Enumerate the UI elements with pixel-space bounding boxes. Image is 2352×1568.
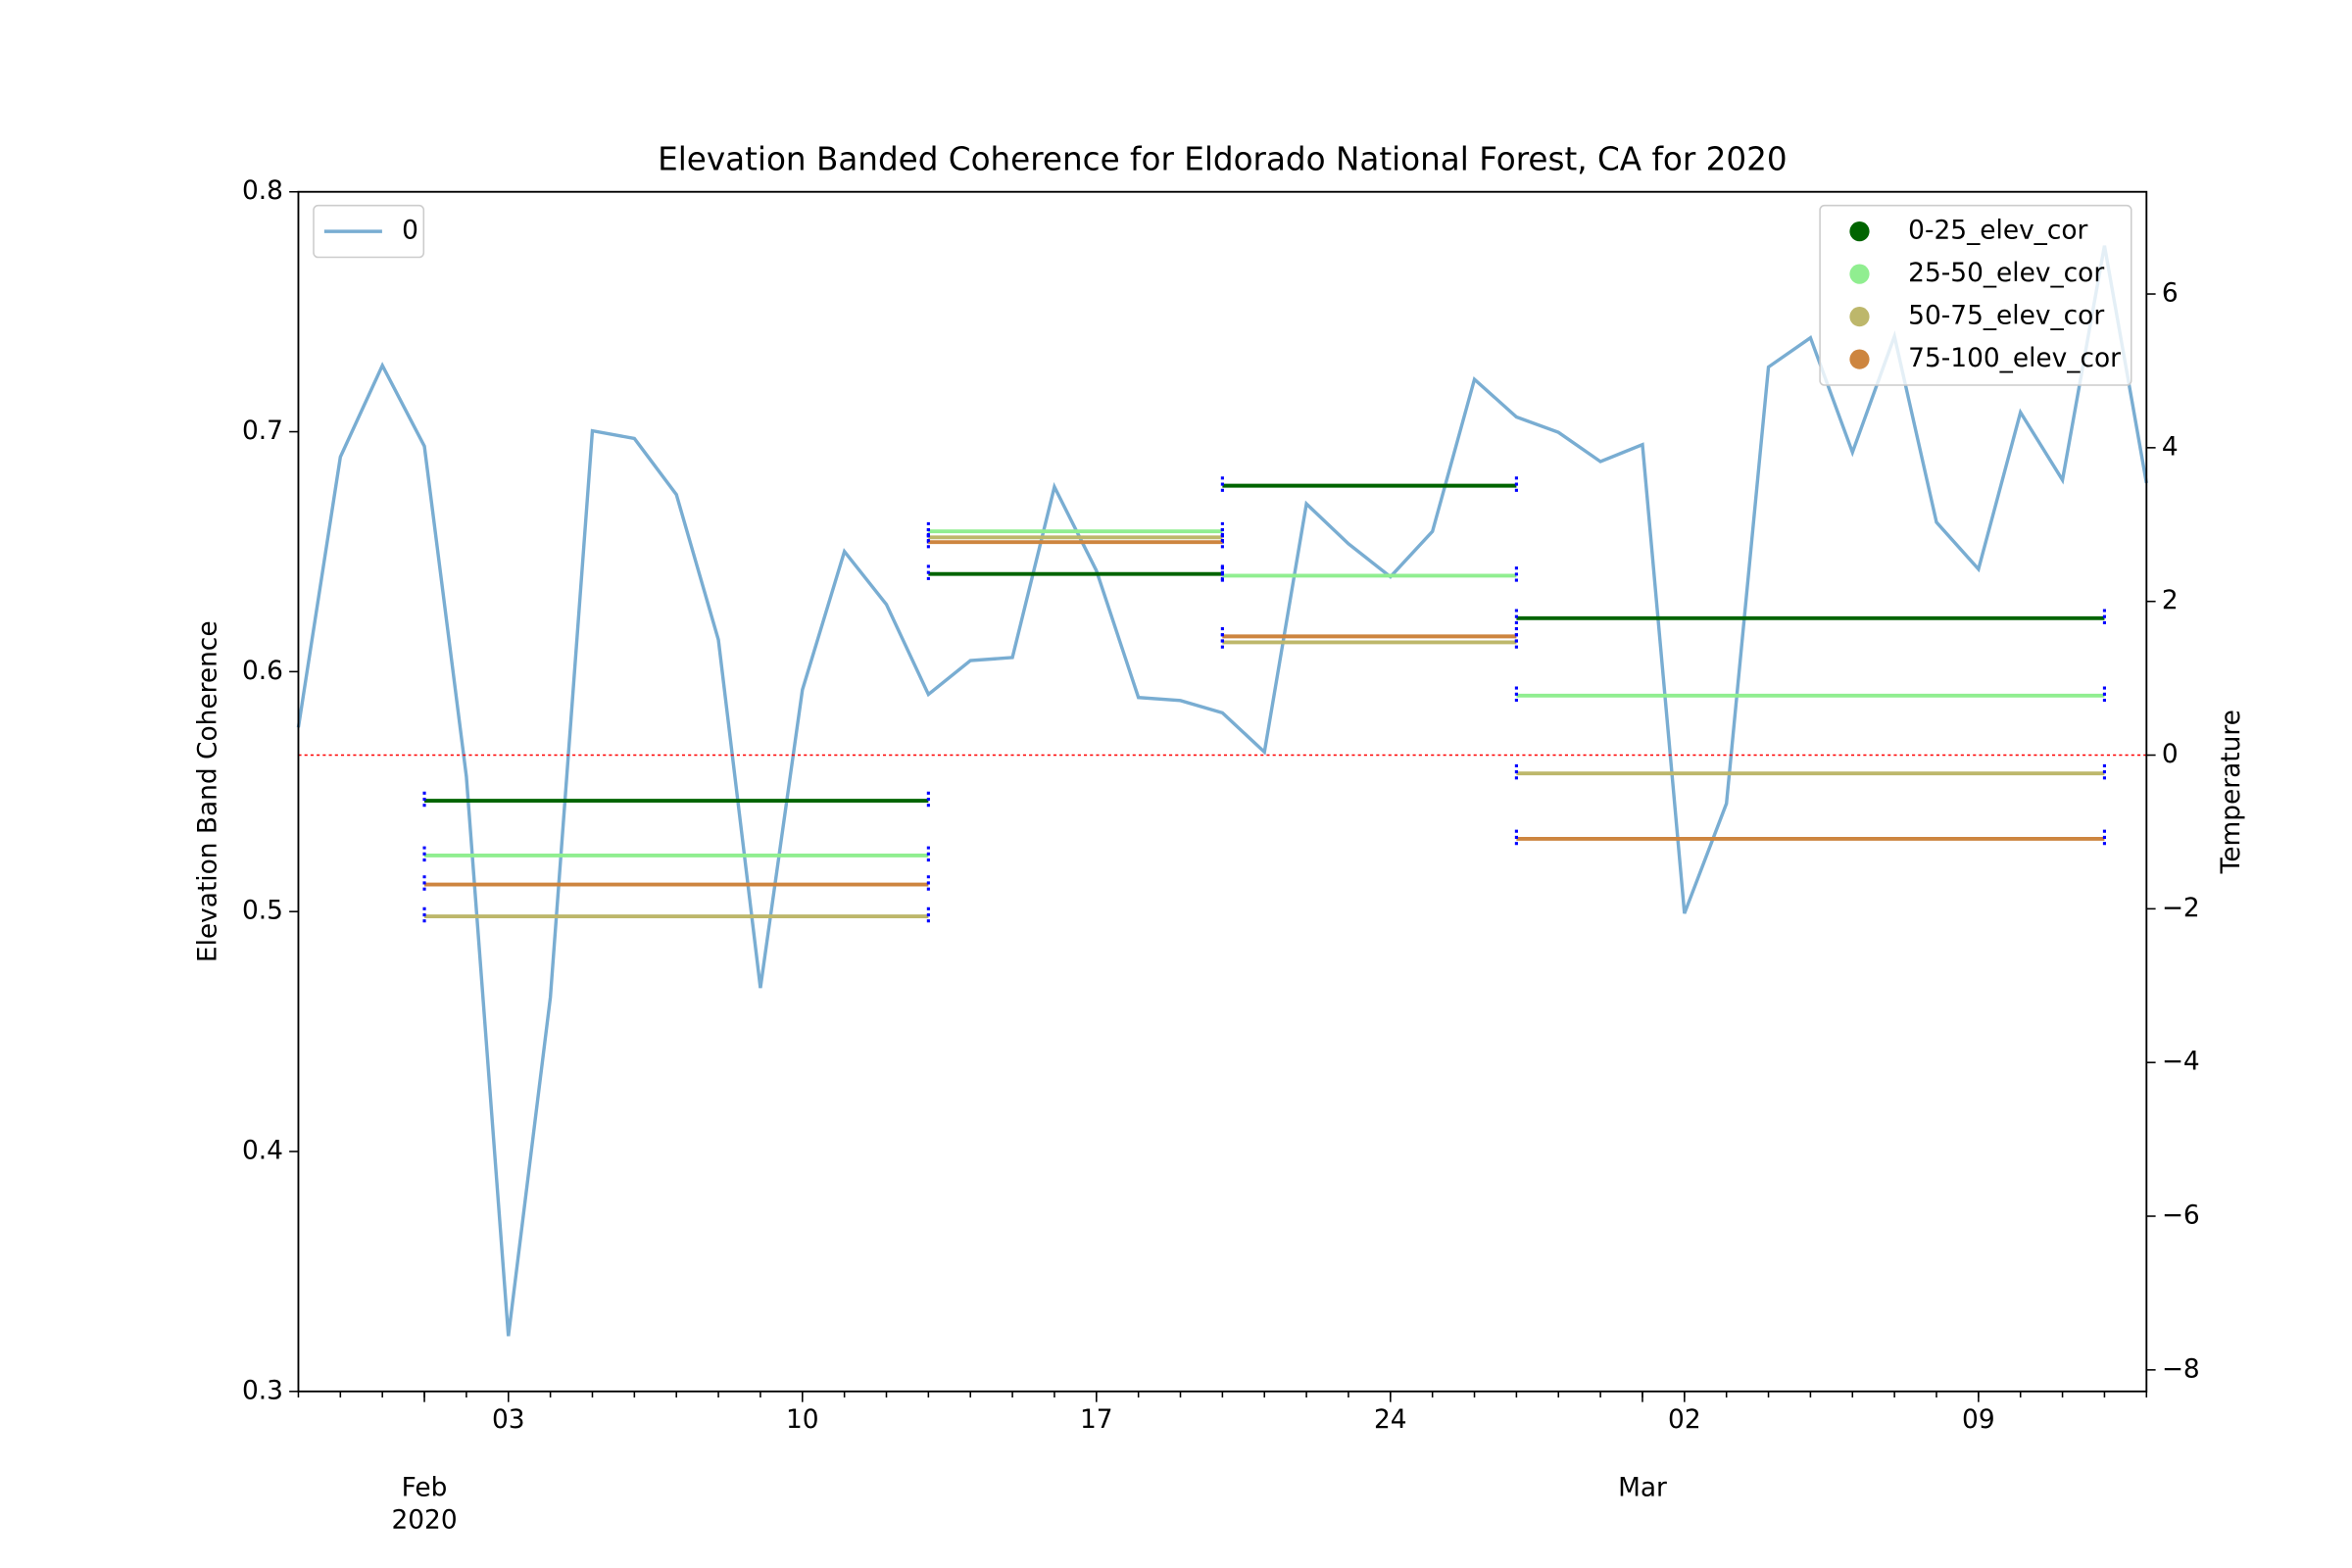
x-tick-label: 17: [1080, 1404, 1113, 1435]
y2-tick-label: −4: [2162, 1047, 2200, 1077]
y-tick-label: 0.7: [242, 416, 283, 446]
chart-title: Elevation Banded Coherence for Eldorado …: [658, 141, 1788, 178]
y2-tick-label: −2: [2162, 893, 2200, 923]
y-axis-label: Elevation Band Coherence: [192, 620, 222, 962]
y-tick-label: 0.3: [242, 1375, 283, 1405]
plot-frame: [297, 190, 2148, 1393]
legend: 0-25_elev_cor 25-50_elev_cor 50-75_elev_co…: [1819, 204, 2132, 386]
x-tick-label-secondary: Feb: [402, 1473, 448, 1503]
x-tick-label-secondary: Mar: [1618, 1473, 1667, 1503]
y-tick-label: 0.4: [242, 1135, 283, 1165]
x-tick-label: 03: [492, 1404, 525, 1435]
legend-box: [1819, 204, 2132, 386]
y-tick-label: 0.8: [242, 175, 283, 206]
x-tick-label: 24: [1374, 1404, 1407, 1435]
x-tick-label: 10: [786, 1404, 819, 1435]
y2-tick-label: 4: [2162, 431, 2179, 462]
legend-label: 0: [402, 216, 418, 246]
legend-swatch: [1849, 221, 1870, 242]
y-tick-label: 0.6: [242, 656, 283, 686]
legend-label: 25-50_elev_cor: [1908, 258, 2104, 288]
x-tick-label: 09: [1962, 1404, 1995, 1435]
y2-axis-label: Temperature: [2216, 710, 2246, 874]
y2-tick-label: 6: [2162, 278, 2179, 309]
legend-label: 0-25_elev_cor: [1908, 216, 2087, 246]
legend: 0: [313, 204, 425, 259]
x-tick-label-secondary: 2020: [391, 1504, 457, 1535]
legend-label: 50-75_elev_cor: [1908, 301, 2104, 331]
legend-label: 75-100_elev_cor: [1908, 343, 2121, 373]
y2-tick-label: −8: [2162, 1353, 2200, 1384]
x-tick-label: 02: [1668, 1404, 1701, 1435]
y2-tick-label: −6: [2162, 1200, 2200, 1231]
y2-tick-label: 0: [2162, 739, 2179, 769]
legend-swatch: [1849, 264, 1870, 284]
y-tick-label: 0.5: [242, 896, 283, 926]
y2-tick-label: 2: [2162, 585, 2179, 615]
legend-swatch: [1849, 349, 1870, 369]
legend-swatch: [1849, 307, 1870, 327]
temperature-line: [296, 245, 2148, 1337]
